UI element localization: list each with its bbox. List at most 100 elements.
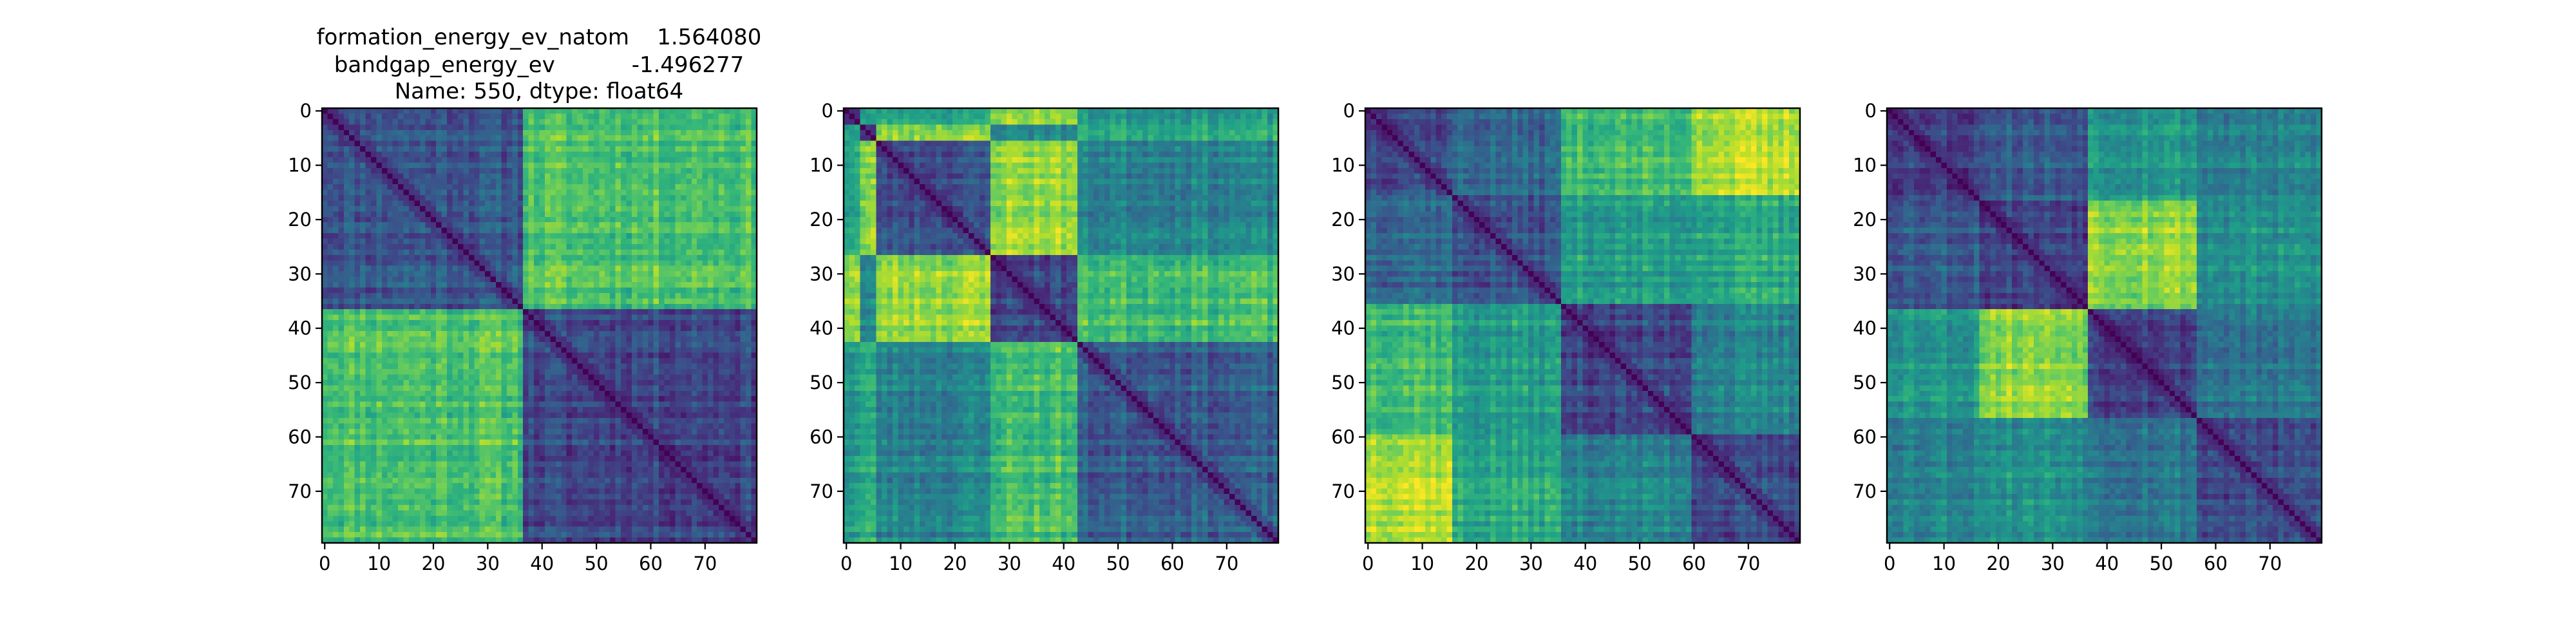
heatmap-cell <box>425 347 431 354</box>
heatmap-cell <box>398 314 404 321</box>
heatmap-cell <box>512 320 518 327</box>
heatmap-cell <box>370 254 377 261</box>
heatmap-cell <box>409 379 415 386</box>
heatmap-cell <box>577 113 583 120</box>
heatmap-cell <box>528 108 535 115</box>
heatmap-cell <box>746 336 752 343</box>
heatmap-cell <box>626 129 632 136</box>
heatmap-cell <box>512 118 518 125</box>
heatmap-cell <box>691 173 697 180</box>
heatmap-cell <box>534 401 540 408</box>
heatmap-cell <box>338 156 345 163</box>
heatmap-cell <box>572 292 578 299</box>
heatmap-cell <box>680 156 687 163</box>
heatmap-cell <box>577 124 583 131</box>
heatmap-cell <box>452 352 459 359</box>
heatmap-cell <box>457 222 464 229</box>
heatmap-cell <box>653 243 659 250</box>
heatmap-cell <box>332 358 339 365</box>
heatmap-cell <box>452 412 459 419</box>
heatmap-cell <box>354 200 361 207</box>
heatmap-cell <box>550 298 556 305</box>
heatmap-cell <box>354 167 361 174</box>
heatmap-cell <box>599 379 605 386</box>
heatmap-cell <box>343 407 350 413</box>
heatmap-cell <box>370 162 377 169</box>
heatmap-cell <box>642 276 649 283</box>
heatmap-cell <box>637 390 643 397</box>
heatmap-cell <box>746 330 752 337</box>
heatmap-cell <box>327 363 334 370</box>
heatmap-cell <box>485 108 491 115</box>
heatmap-cell <box>670 178 676 185</box>
heatmap-cell <box>626 243 632 250</box>
heatmap-cell <box>485 184 491 191</box>
heatmap-cell <box>686 254 692 261</box>
heatmap-cell <box>327 374 334 381</box>
heatmap-cell <box>332 222 339 229</box>
heatmap-cell <box>724 167 730 174</box>
heatmap-cell <box>523 298 529 305</box>
heatmap-cell <box>615 140 621 147</box>
heatmap-cell <box>610 233 616 240</box>
heatmap-cell <box>512 417 518 424</box>
heatmap-cell <box>550 358 556 365</box>
heatmap-cell <box>512 222 518 229</box>
heatmap-cell <box>621 140 627 147</box>
heatmap-cell <box>338 363 345 370</box>
heatmap-cell <box>746 254 752 261</box>
heatmap-cell <box>615 211 621 218</box>
heatmap-cell <box>599 374 605 381</box>
heatmap-cell <box>648 292 654 299</box>
heatmap-cell <box>713 216 719 223</box>
heatmap-cell <box>702 374 708 381</box>
heatmap-cell <box>501 363 507 370</box>
heatmap-cell <box>561 271 567 278</box>
heatmap-cell <box>338 314 345 321</box>
heatmap-cell <box>523 151 529 158</box>
heatmap-cell <box>670 216 676 223</box>
heatmap-cell <box>327 211 334 218</box>
heatmap-cell <box>691 146 697 153</box>
heatmap-cell <box>539 309 545 316</box>
heatmap-cell <box>621 184 627 191</box>
heatmap-cell <box>566 260 573 267</box>
heatmap-cell <box>621 249 627 256</box>
heatmap-cell <box>403 330 410 337</box>
heatmap-cell <box>691 238 697 245</box>
heatmap-cell <box>332 211 339 218</box>
heatmap-cell <box>392 211 399 218</box>
heatmap-cell <box>436 320 442 327</box>
heatmap-cell <box>370 211 377 218</box>
heatmap-cell <box>501 178 507 185</box>
heatmap-cell <box>403 254 410 261</box>
heatmap-cell <box>419 363 426 370</box>
heatmap-cell <box>398 434 404 440</box>
heatmap-cell <box>474 140 480 147</box>
heatmap-cell <box>735 195 741 202</box>
heatmap-cell <box>555 330 562 337</box>
heatmap-cell <box>729 330 735 337</box>
heatmap-cell <box>735 222 741 229</box>
heatmap-cell <box>561 184 567 191</box>
heatmap-cell <box>664 374 670 381</box>
heatmap-cell <box>718 189 724 196</box>
heatmap-cell <box>365 124 372 131</box>
heatmap-cell <box>370 227 377 234</box>
heatmap-cell <box>496 352 502 359</box>
heatmap-cell <box>708 238 714 245</box>
heatmap-cell <box>648 336 654 343</box>
heatmap-cell <box>457 184 464 191</box>
heatmap-cell <box>555 227 562 234</box>
heatmap-cell <box>338 167 345 174</box>
heatmap-cell <box>713 358 719 365</box>
heatmap-cell <box>425 233 431 240</box>
heatmap-cell <box>577 211 583 218</box>
heatmap-cell <box>702 249 708 256</box>
heatmap-cell <box>593 189 600 196</box>
heatmap-cell <box>528 189 535 196</box>
heatmap-cell <box>409 417 415 424</box>
heatmap-cell <box>387 401 393 408</box>
heatmap-cell <box>343 347 350 354</box>
heatmap-cell <box>539 271 545 278</box>
